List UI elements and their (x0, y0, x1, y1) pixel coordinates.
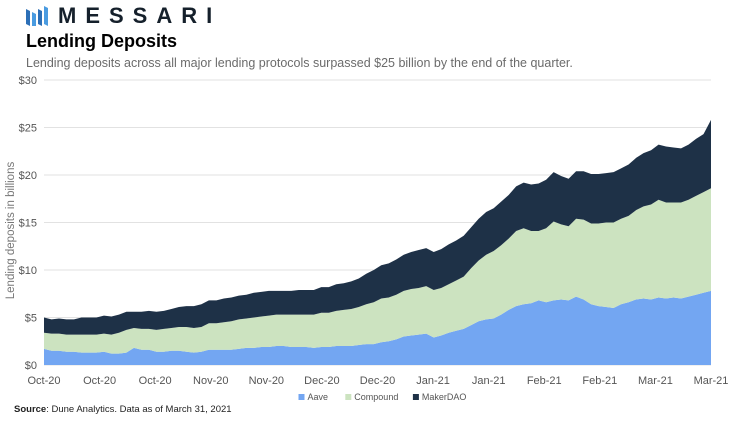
chart-subtitle: Lending deposits across all major lendin… (26, 56, 573, 70)
y-tick-label: $25 (19, 123, 37, 135)
source-label: Source (14, 404, 47, 415)
legend-label: Aave (308, 392, 329, 402)
legend-swatch (298, 394, 305, 400)
x-tick-label: Feb-21 (582, 375, 617, 387)
y-tick-label: $5 (25, 313, 37, 325)
source-note: Source: Dune Analytics. Data as of March… (14, 404, 232, 416)
legend-label: Compound (354, 392, 398, 402)
messari-logo-icon (26, 6, 48, 26)
legend-swatch (412, 394, 419, 400)
x-tick-label: Feb-21 (527, 375, 562, 387)
x-tick-label: Dec-20 (304, 375, 339, 387)
x-tick-label: Oct-20 (139, 375, 172, 387)
area-makerdao (44, 119, 711, 335)
x-tick-label: Nov-20 (193, 375, 228, 387)
x-tick-label: Mar-21 (638, 375, 673, 387)
source-text: : Dune Analytics. Data as of March 31, 2… (46, 404, 232, 415)
x-tick-label: Mar-21 (694, 375, 729, 387)
y-axis-label: Lending deposits in billions (5, 162, 17, 300)
y-tick-label: $15 (19, 218, 37, 230)
brand: MESSARI (26, 5, 221, 27)
x-tick-label: Oct-20 (83, 375, 116, 387)
y-tick-label: $20 (19, 170, 37, 182)
area-compound (44, 188, 711, 354)
x-tick-label: Nov-20 (249, 375, 284, 387)
legend-swatch (345, 394, 352, 400)
y-tick-label: $30 (19, 75, 37, 87)
area-aave (44, 290, 711, 365)
x-tick-label: Oct-20 (27, 375, 60, 387)
x-tick-label: Jan-21 (472, 375, 506, 387)
brand-name: MESSARI (58, 3, 222, 28)
y-tick-label: $10 (19, 265, 37, 277)
y-tick-label: $0 (25, 360, 37, 372)
x-tick-label: Jan-21 (416, 375, 450, 387)
x-tick-label: Dec-20 (360, 375, 395, 387)
chart-title: Lending Deposits (26, 31, 178, 51)
legend-label: MakerDAO (422, 392, 467, 402)
